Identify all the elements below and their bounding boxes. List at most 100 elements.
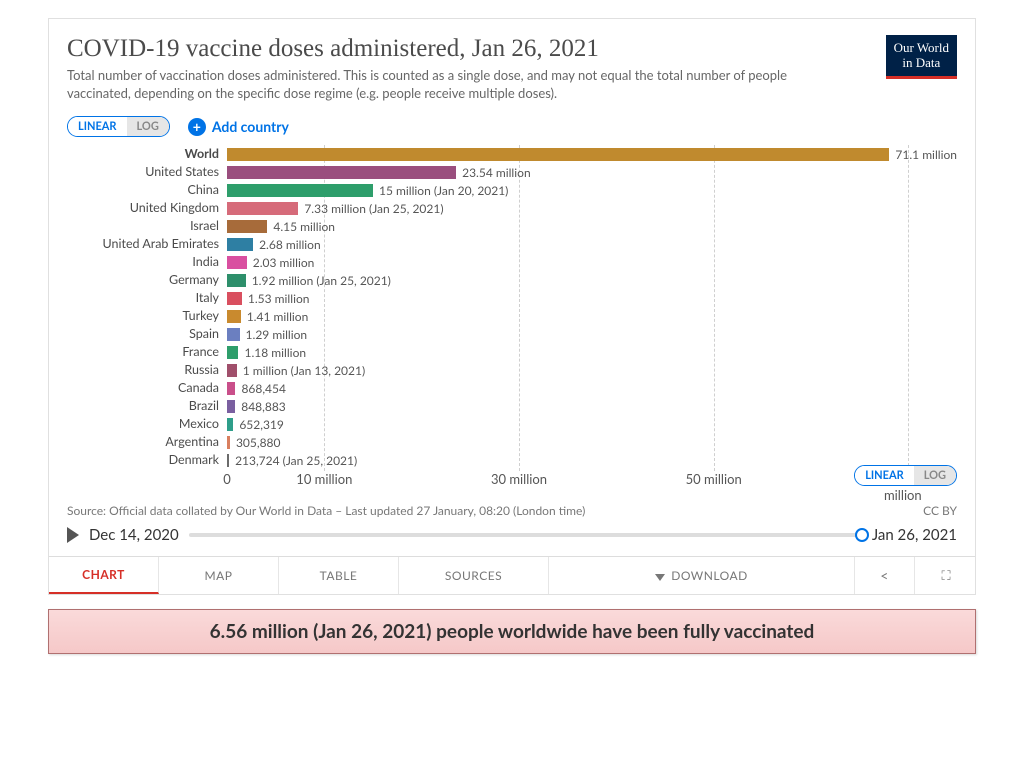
bar[interactable] [227, 202, 298, 215]
bar[interactable] [227, 238, 253, 251]
bar-row: 848,883 [227, 397, 957, 415]
bar-value-label: 71.1 million [889, 147, 957, 162]
bar-row: 213,724 (Jan 25, 2021) [227, 451, 957, 469]
linear-button[interactable]: LINEAR [68, 117, 127, 136]
bar-row: 2.68 million [227, 235, 957, 253]
expand-icon: ⛶ [941, 567, 948, 584]
bar-value-label: 1.29 million [240, 327, 308, 342]
bar-row: 23.54 million [227, 163, 957, 181]
x-tick-label: 0 [223, 471, 231, 487]
bar-row: 15 million (Jan 20, 2021) [227, 181, 957, 199]
license-text: CC BY [923, 503, 957, 518]
row-label[interactable]: Turkey [67, 307, 227, 325]
row-label[interactable]: Brazil [67, 397, 227, 415]
plot-column: 71.1 million 23.54 million 15 million (Jan… [227, 145, 957, 493]
bar-row: 4.15 million [227, 217, 957, 235]
row-label[interactable]: China [67, 181, 227, 199]
bar[interactable] [227, 400, 235, 413]
tab-download[interactable]: DOWNLOAD [549, 557, 855, 594]
chart-area: WorldUnited StatesChinaUnited KingdomIsr… [67, 145, 957, 493]
row-label[interactable]: Mexico [67, 415, 227, 433]
bar-row: 1.29 million [227, 325, 957, 343]
bar-value-label: 1.53 million [242, 291, 310, 306]
log-button[interactable]: LOG [127, 117, 169, 136]
linear-button-bottom[interactable]: LINEAR [855, 466, 914, 485]
bar-row: 1.41 million [227, 307, 957, 325]
bar-row: 1.18 million [227, 343, 957, 361]
row-label[interactable]: Canada [67, 379, 227, 397]
row-label[interactable]: Italy [67, 289, 227, 307]
tab-chart[interactable]: CHART [49, 557, 159, 594]
chart-card: COVID-19 vaccine doses administered, Jan… [48, 18, 976, 595]
source-text: Source: Official data collated by Our Wo… [67, 503, 585, 518]
tab-table[interactable]: TABLE [279, 557, 399, 594]
row-label[interactable]: World [67, 145, 227, 163]
row-label[interactable]: Germany [67, 271, 227, 289]
bar-value-label: 23.54 million [456, 165, 531, 180]
tab-map[interactable]: MAP [159, 557, 279, 594]
title-block: COVID-19 vaccine doses administered, Jan… [67, 35, 787, 102]
bar[interactable] [227, 364, 237, 377]
row-label[interactable]: Argentina [67, 433, 227, 451]
timeline-track[interactable] [189, 533, 862, 537]
bar-value-label: 652,319 [233, 417, 283, 432]
row-label[interactable]: Denmark [67, 451, 227, 469]
bar-value-label: 868,454 [235, 381, 285, 396]
bar[interactable] [227, 220, 267, 233]
row-label[interactable]: Spain [67, 325, 227, 343]
timeline-start: Dec 14, 2020 [89, 526, 179, 544]
row-label[interactable]: United States [67, 163, 227, 181]
bar[interactable] [227, 346, 238, 359]
bar[interactable] [227, 148, 889, 161]
bar[interactable] [227, 166, 456, 179]
tab-share[interactable]: < [855, 557, 915, 594]
bar-row: 2.03 million [227, 253, 957, 271]
row-label[interactable]: India [67, 253, 227, 271]
x-axis: 010 million30 million50 million70 millio… [227, 471, 957, 493]
bar[interactable] [227, 274, 246, 287]
add-country-button[interactable]: + Add country [188, 118, 289, 136]
header: COVID-19 vaccine doses administered, Jan… [67, 35, 957, 102]
row-label[interactable]: France [67, 343, 227, 361]
bar-row: 1 million (Jan 13, 2021) [227, 361, 957, 379]
chart-title: COVID-19 vaccine doses administered, Jan… [67, 35, 787, 63]
source-row: Source: Official data collated by Our Wo… [67, 503, 957, 518]
download-icon [655, 574, 665, 581]
x-tick-label: 30 million [491, 471, 547, 487]
log-button-bottom[interactable]: LOG [914, 466, 956, 485]
bar[interactable] [227, 310, 241, 323]
timeline-knob[interactable] [855, 528, 869, 542]
row-label[interactable]: Russia [67, 361, 227, 379]
x-tick-label: 50 million [686, 471, 742, 487]
row-label[interactable]: United Kingdom [67, 199, 227, 217]
plus-icon: + [188, 118, 206, 136]
bar-value-label: 7.33 million (Jan 25, 2021) [298, 201, 443, 216]
bar[interactable] [227, 184, 373, 197]
tab-expand[interactable]: ⛶ [915, 557, 975, 594]
x-tick-label: 10 million [296, 471, 352, 487]
bar-value-label: 15 million (Jan 20, 2021) [373, 183, 508, 198]
tab-sources[interactable]: SOURCES [399, 557, 549, 594]
play-icon[interactable] [67, 527, 79, 543]
row-label[interactable]: Israel [67, 217, 227, 235]
bar-value-label: 2.68 million [253, 237, 321, 252]
row-label[interactable]: United Arab Emirates [67, 235, 227, 253]
bar[interactable] [227, 382, 235, 395]
labels-column: WorldUnited StatesChinaUnited KingdomIsr… [67, 145, 227, 493]
owid-logo[interactable]: Our World in Data [886, 35, 957, 79]
bar-row: 305,880 [227, 433, 957, 451]
bar[interactable] [227, 256, 247, 269]
caption-box: 6.56 million (Jan 26, 2021) people world… [48, 609, 976, 654]
bar-value-label: 2.03 million [247, 255, 315, 270]
bar[interactable] [227, 328, 240, 341]
bar[interactable] [227, 292, 242, 305]
bar-value-label: 1.18 million [238, 345, 306, 360]
scale-toggle-bottom: LINEAR LOG [854, 465, 957, 486]
controls-row: LINEAR LOG + Add country [67, 116, 957, 137]
timeline: Dec 14, 2020 Jan 26, 2021 [67, 526, 957, 544]
tabs-row: CHART MAP TABLE SOURCES DOWNLOAD < ⛶ [49, 556, 975, 594]
bar-row: 71.1 million [227, 145, 957, 163]
bar-value-label: 848,883 [235, 399, 285, 414]
share-icon: < [880, 567, 889, 584]
chart-subtitle: Total number of vaccination doses admini… [67, 67, 787, 102]
